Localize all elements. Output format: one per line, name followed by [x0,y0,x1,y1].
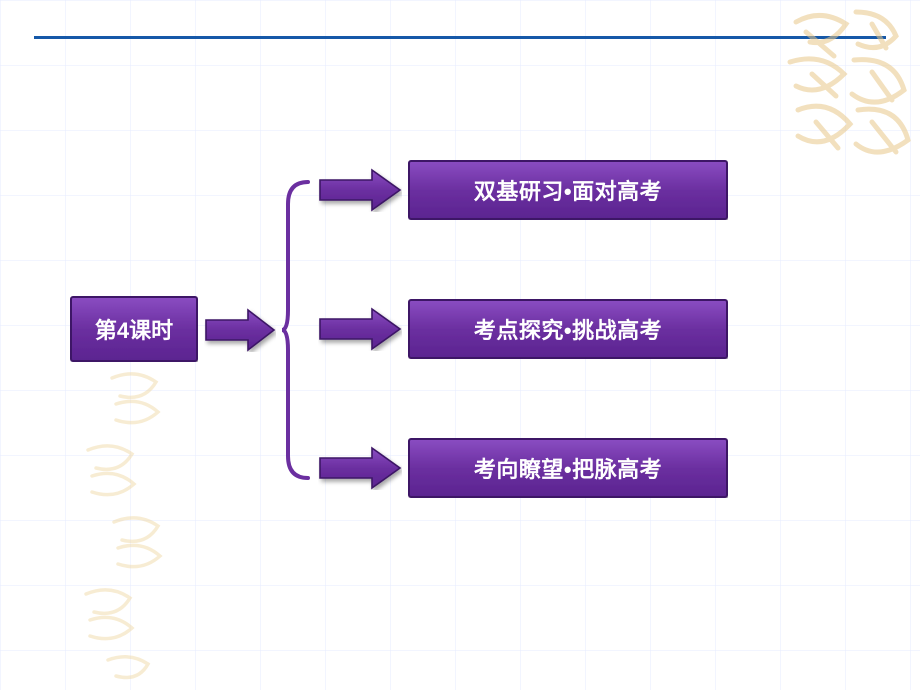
target-node-2: 考向瞭望•把脉高考 [408,438,728,498]
source-node: 第4课时 [70,296,198,362]
arrow-source [204,308,276,352]
target-node-0: 双基研习•面对高考 [408,160,728,220]
arrow-target-1 [318,307,402,351]
target-node-2-label: 考向瞭望•把脉高考 [474,452,662,484]
arrow-target-0 [318,168,402,212]
target-node-0-label: 双基研习•面对高考 [474,174,662,206]
flowchart: 第4课时 双基研习•面对高考 考点探究•挑战高考 [0,0,920,690]
target-node-1: 考点探究•挑战高考 [408,299,728,359]
arrow-target-2 [318,446,402,490]
source-node-label: 第4课时 [95,313,173,345]
target-node-1-label: 考点探究•挑战高考 [474,313,662,345]
bracket [280,178,320,482]
